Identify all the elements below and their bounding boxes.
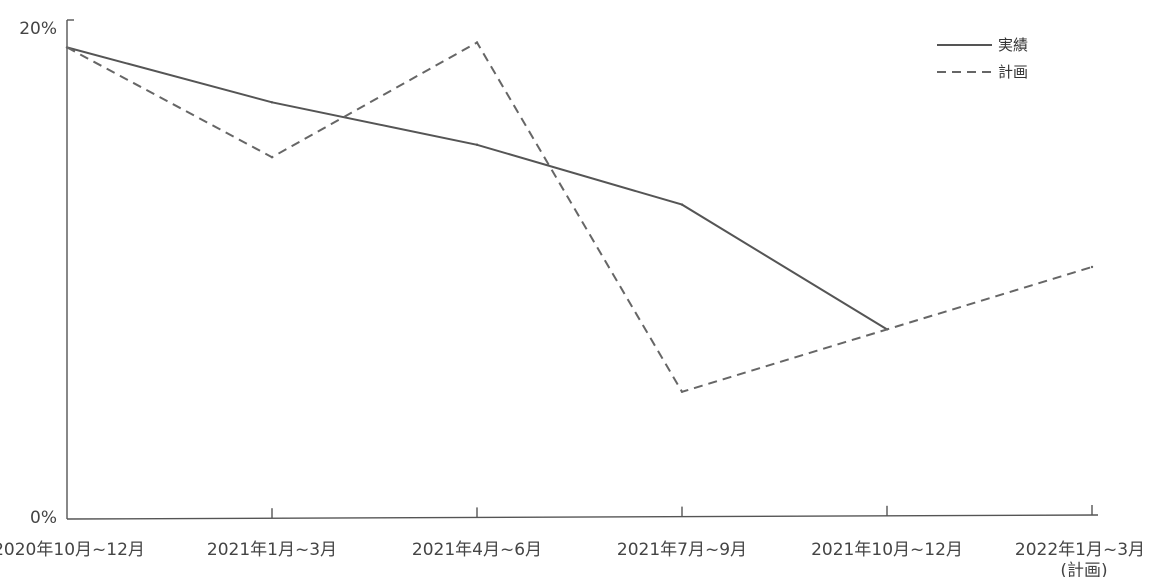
y-tick-label-bottom: 0% [30, 508, 57, 528]
data-point [1090, 265, 1094, 269]
chart-axes: 20% 0% 2020年10月~12月 2021年1月~3月 2021年4月~6月 2… [0, 19, 1145, 577]
legend-label: 計画 [998, 63, 1028, 81]
x-tick-label: 2021年10月~12月 [811, 540, 963, 560]
data-point [270, 156, 274, 159]
x-tick-label: 2021年4月~6月 [412, 540, 542, 560]
data-point [680, 390, 684, 393]
data-point [270, 101, 274, 104]
data-point [65, 46, 69, 49]
data-point [885, 328, 889, 331]
data-point [475, 143, 479, 146]
series-line-actual [66, 46, 888, 331]
x-tick-note: (計画) [1060, 561, 1107, 577]
data-point [475, 41, 479, 44]
x-tick-label: 2022年1月~3月 [1015, 540, 1145, 560]
x-tick-label: 2021年7月~9月 [617, 540, 747, 560]
x-tick-label: 2020年10月~12月 [0, 540, 145, 560]
series-layer [65, 41, 1094, 393]
x-axis [66, 514, 1099, 520]
x-tick-label: 2021年1月~3月 [207, 540, 337, 560]
legend-label: 実績 [998, 36, 1028, 54]
y-tick-label-top: 20% [19, 19, 57, 39]
x-axis-ticks: 2020年10月~12月 2021年1月~3月 2021年4月~6月 2021年7月~… [0, 505, 1145, 577]
series-line-plan [66, 41, 1093, 393]
data-point [680, 203, 684, 206]
